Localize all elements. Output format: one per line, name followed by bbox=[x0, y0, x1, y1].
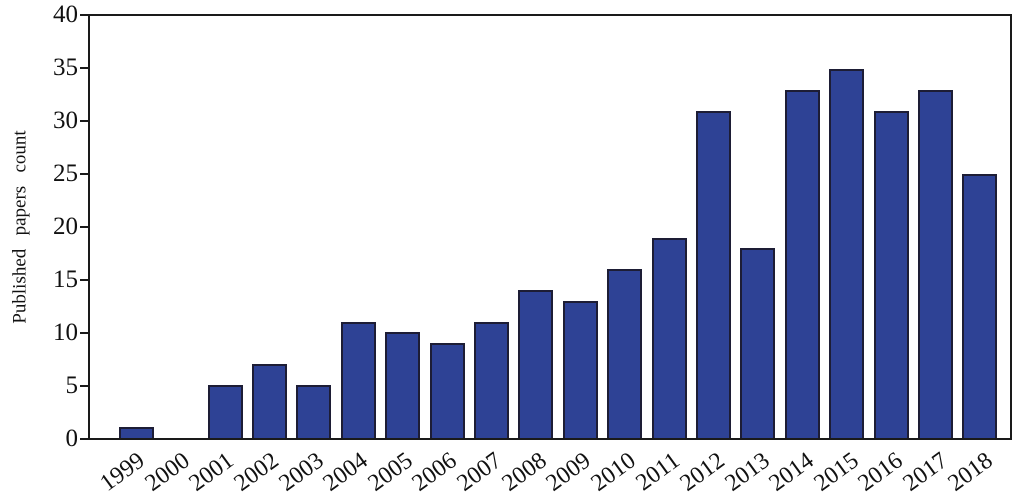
bar-2002 bbox=[251, 364, 287, 438]
x-tick-label-2016: 2016 bbox=[853, 447, 908, 495]
y-tick-mark-25 bbox=[80, 173, 88, 175]
bar-2013 bbox=[740, 248, 776, 438]
bar-slot-1999 bbox=[114, 16, 158, 438]
y-tick-mark-10 bbox=[80, 332, 88, 334]
bar-slot-2007 bbox=[469, 16, 513, 438]
bar-slot-2013 bbox=[736, 16, 780, 438]
x-tick-label-2011: 2011 bbox=[631, 447, 685, 495]
y-tick-mark-15 bbox=[80, 279, 88, 281]
y-tick-label-5: 5 bbox=[65, 372, 79, 399]
bar-2010 bbox=[607, 269, 643, 438]
bar-2011 bbox=[651, 238, 687, 438]
y-tick-mark-5 bbox=[80, 385, 88, 387]
bar-2001 bbox=[207, 385, 243, 438]
bar-slot-2009 bbox=[558, 16, 602, 438]
x-tick-label-2001: 2001 bbox=[184, 447, 239, 495]
x-tick-label-2000: 2000 bbox=[140, 447, 195, 495]
bar-slot-2003 bbox=[292, 16, 336, 438]
bar-slot-2005 bbox=[380, 16, 424, 438]
bar-slot-2004 bbox=[336, 16, 380, 438]
bar-2014 bbox=[784, 90, 820, 438]
y-tick-label-40: 40 bbox=[53, 1, 78, 28]
bar-2018 bbox=[962, 174, 998, 438]
bar-2017 bbox=[918, 90, 954, 438]
x-tick-label-2009: 2009 bbox=[541, 447, 596, 495]
bar-1999 bbox=[118, 427, 154, 438]
bar-slot-2014 bbox=[780, 16, 824, 438]
x-tick-label-1999: 1999 bbox=[95, 447, 150, 495]
x-tick-label-2013: 2013 bbox=[720, 447, 775, 495]
bar-2005 bbox=[385, 332, 421, 438]
bar-slot-2002 bbox=[247, 16, 291, 438]
bar-slot-2006 bbox=[425, 16, 469, 438]
y-tick-label-25: 25 bbox=[53, 160, 78, 187]
bar-slot-2017 bbox=[913, 16, 957, 438]
bar-slot-2010 bbox=[602, 16, 646, 438]
bar-2003 bbox=[296, 385, 332, 438]
y-tick-label-10: 10 bbox=[53, 319, 78, 346]
y-tick-label-15: 15 bbox=[53, 266, 78, 293]
x-tick-label-2012: 2012 bbox=[675, 447, 730, 495]
x-tick-label-2002: 2002 bbox=[229, 447, 284, 495]
x-tick-label-2007: 2007 bbox=[452, 447, 507, 495]
bar-2012 bbox=[695, 111, 731, 438]
x-tick-label-2010: 2010 bbox=[586, 447, 641, 495]
bar-slot-2001 bbox=[203, 16, 247, 438]
y-tick-mark-20 bbox=[80, 226, 88, 228]
x-tick-label-2015: 2015 bbox=[809, 447, 864, 495]
y-tick-mark-30 bbox=[80, 120, 88, 122]
x-tick-label-2018: 2018 bbox=[943, 447, 998, 495]
y-tick-label-0: 0 bbox=[65, 425, 79, 452]
bar-slot-2008 bbox=[514, 16, 558, 438]
plot-area bbox=[88, 14, 1012, 440]
y-tick-mark-35 bbox=[80, 67, 88, 69]
bar-slot-2018 bbox=[958, 16, 1002, 438]
bar-2015 bbox=[829, 69, 865, 438]
y-tick-mark-40 bbox=[80, 14, 88, 16]
y-tick-label-30: 30 bbox=[53, 107, 78, 134]
x-tick-label-2006: 2006 bbox=[407, 447, 462, 495]
bar-2009 bbox=[562, 301, 598, 438]
x-tick-label-2004: 2004 bbox=[318, 447, 373, 495]
x-tick-label-2008: 2008 bbox=[497, 447, 552, 495]
bar-slot-2015 bbox=[825, 16, 869, 438]
bar-2016 bbox=[873, 111, 909, 438]
y-tick-label-35: 35 bbox=[53, 54, 78, 81]
x-tick-label-2003: 2003 bbox=[274, 447, 329, 495]
bar-slot-2012 bbox=[691, 16, 735, 438]
bars-row bbox=[90, 16, 1010, 438]
bar-slot-2000 bbox=[158, 16, 202, 438]
y-tick-mark-0 bbox=[80, 438, 88, 440]
x-tick-label-2005: 2005 bbox=[363, 447, 418, 495]
bar-slot-2011 bbox=[647, 16, 691, 438]
x-tick-label-2017: 2017 bbox=[898, 447, 953, 495]
x-tick-label-2014: 2014 bbox=[764, 447, 819, 495]
bar-2008 bbox=[518, 290, 554, 438]
bar-slot-2016 bbox=[869, 16, 913, 438]
bar-2007 bbox=[473, 322, 509, 438]
bar-2004 bbox=[340, 322, 376, 438]
y-tick-label-20: 20 bbox=[53, 213, 78, 240]
bar-2006 bbox=[429, 343, 465, 438]
